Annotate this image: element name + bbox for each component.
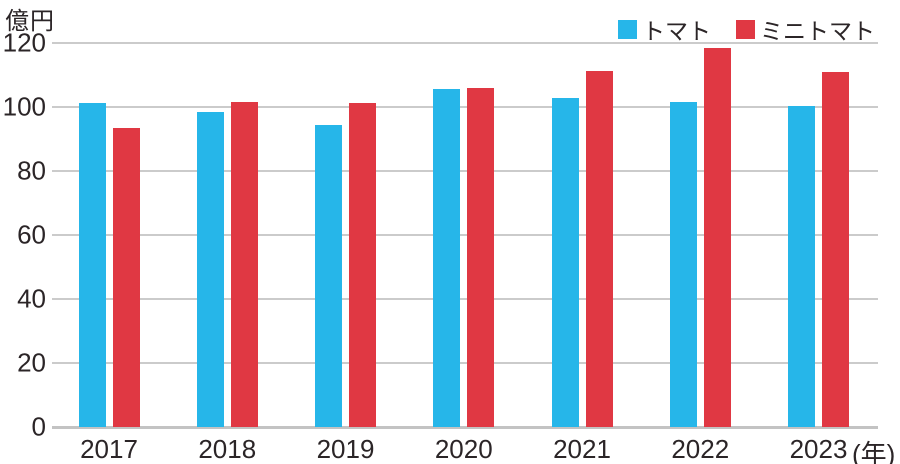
x-tick-label-2017: 2017 [80,434,138,464]
x-tick-label-2018: 2018 [198,434,257,464]
bar-tomato-2021 [551,98,579,427]
y-tick-label: 80 [17,155,46,186]
gridline [52,298,878,300]
plot-area: (年) 2017 2018 2019 2020 2021 2022 2023 [52,42,895,464]
bar-mini-tomato-2018 [230,101,258,427]
gridline [52,234,878,236]
x-axis-baseline [52,426,878,429]
bar-tomato-2022 [669,101,697,427]
bar-mini-tomato-2023 [822,71,849,427]
x-tick-label-2023: 2023 [789,434,848,464]
bar-mini-tomato-2020 [467,88,495,427]
bar-mini-tomato-2017 [112,128,140,427]
legend-item-mini-tomato: ミニトマト [736,12,875,46]
bar-tomato-2023 [788,106,815,427]
bar-mini-tomato-2019 [349,102,376,427]
x-tick-label-2021: 2021 [553,434,611,464]
y-tick-label: 60 [17,219,46,250]
y-tick-label: 40 [17,283,46,314]
y-tick-label: 0 [31,411,46,442]
legend-swatch-tomato-icon [618,19,637,39]
bar-mini-tomato-2021 [585,70,613,427]
legend-label-tomato: トマト [642,18,711,44]
legend: トマト ミニトマト [618,12,875,46]
bar-mini-tomato-2022 [703,48,731,427]
x-tick-label-2022: 2022 [671,434,730,464]
legend-swatch-mini-tomato-icon [736,19,755,39]
legend-label-mini-tomato: ミニトマト [760,18,875,44]
legend-item-tomato: トマト [618,12,711,46]
y-axis-unit-label: 億円 [5,8,55,35]
y-tick-label: 20 [17,347,46,378]
bar-tomato-2017 [78,102,106,427]
gridline [52,42,878,44]
bar-tomato-2019 [315,124,342,427]
gridline [52,106,878,108]
bar-tomato-2020 [433,89,461,427]
x-tick-label-2019: 2019 [316,434,375,464]
y-tick-label: 100 [2,91,46,122]
bar-tomato-2018 [196,112,224,427]
gridline [52,170,878,172]
y-tick-label: 120 [2,27,46,58]
gridline [52,362,878,364]
x-axis-unit-label: (年) [852,439,896,464]
x-tick-label-2020: 2020 [434,434,493,464]
